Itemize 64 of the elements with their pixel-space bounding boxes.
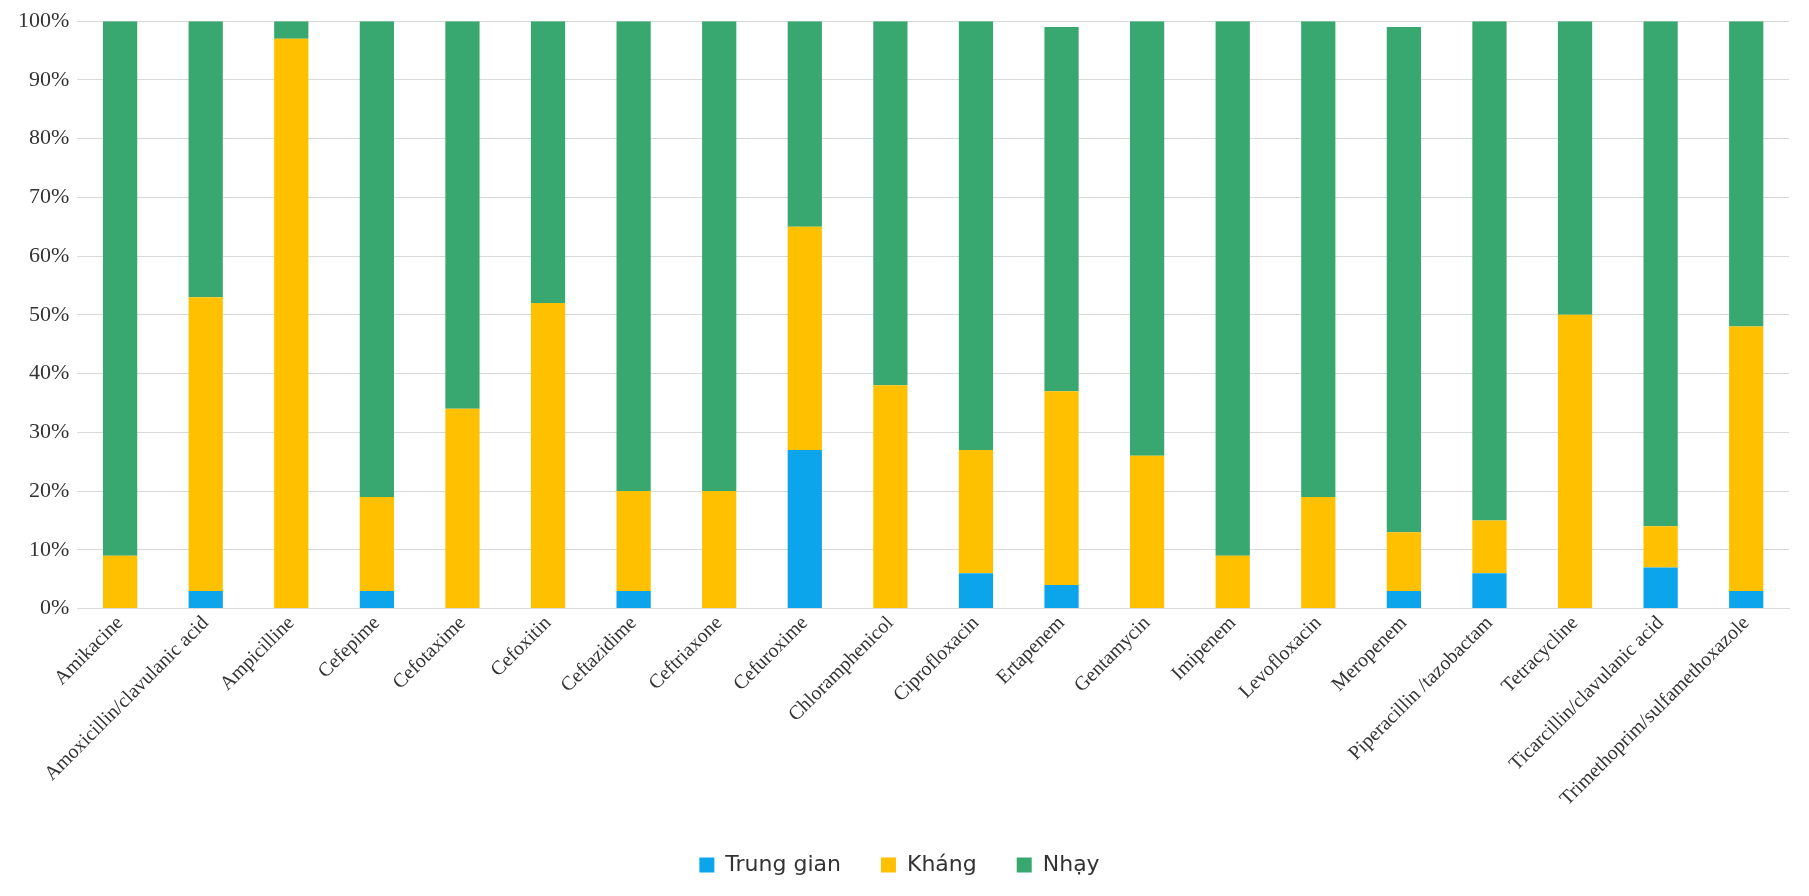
bar [1643,526,1678,568]
bar [359,21,394,497]
bar [1729,590,1764,609]
bar [702,21,737,492]
bar [274,38,309,609]
bar [1044,391,1079,586]
bar [445,408,480,609]
bar [873,385,908,609]
bar [1557,21,1593,315]
bar [702,491,737,609]
y-tick-label: 40% [29,359,70,385]
bar [1557,314,1593,609]
y-tick-label: 30% [29,418,70,444]
bar [188,297,223,591]
bar [787,21,822,227]
y-tick-label: 10% [29,535,70,561]
bar [1472,573,1507,609]
y-tick-label: 70% [29,183,70,209]
bar [873,21,908,386]
bar [1215,21,1250,556]
y-tick-label: 50% [29,300,70,326]
bar [787,449,822,609]
bar [1301,496,1336,609]
legend-label: Kháng [906,850,977,876]
bar [103,555,138,609]
bar [616,21,651,492]
y-tick-label: 90% [29,65,70,91]
bar [1044,585,1079,609]
bar [1044,27,1079,392]
y-tick-label: 20% [29,476,70,502]
bar [188,21,223,298]
y-tick-label: 80% [29,124,70,150]
bar [359,496,394,591]
bar [1386,590,1421,609]
bar [1472,21,1507,521]
y-tick-label: 60% [29,241,70,267]
bar [958,573,994,609]
bar [787,226,822,450]
bar [445,21,480,409]
bar [1729,21,1764,327]
bar [616,491,651,591]
bar [1215,555,1250,609]
bar [103,21,138,556]
bar [1643,567,1678,609]
bar [359,590,394,609]
legend-label: Nhạy [1042,850,1100,876]
y-tick-label: 100% [18,6,70,32]
bar [958,449,994,574]
legend-label: Trung gian [724,850,841,876]
bar [274,21,309,39]
bar [1472,520,1507,574]
bar [958,21,994,450]
bar [1301,21,1336,497]
bar [1643,21,1678,527]
bar [1130,21,1165,456]
bar [530,303,566,609]
bar [1386,532,1421,591]
bar [530,21,566,304]
bar [616,590,651,609]
y-tick-label: 0% [40,594,70,620]
bar [188,590,223,609]
bar [1130,455,1165,609]
bar [1729,326,1764,591]
bar [1386,27,1421,533]
